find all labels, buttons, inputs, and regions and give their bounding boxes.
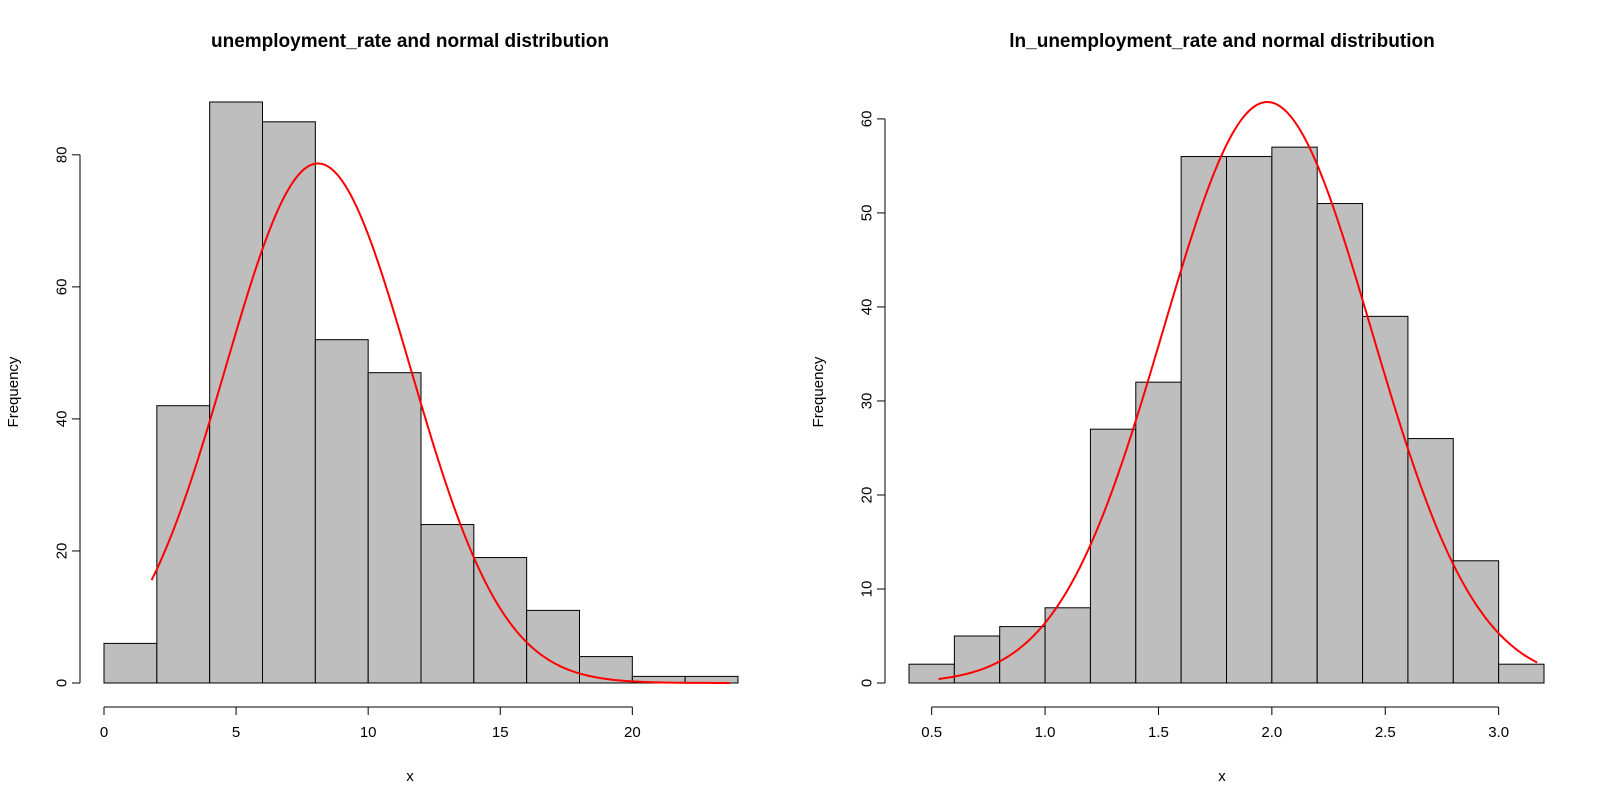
histogram-bar bbox=[314, 339, 369, 684]
x-tick-label: 20 bbox=[624, 724, 641, 741]
x-tick-label: 15 bbox=[492, 724, 509, 741]
y-tick-label: 60 bbox=[54, 279, 71, 296]
x-tick-label: 3.0 bbox=[1488, 724, 1509, 741]
panel-ln-unemployment-rate: ln_unemployment_rate and normal distribu… bbox=[810, 31, 1545, 785]
histogram-bar bbox=[367, 372, 422, 684]
histogram-bar bbox=[1089, 428, 1137, 684]
y-tick-label: 10 bbox=[859, 581, 876, 598]
y-axis: 0 20 40 60 80 bbox=[54, 146, 81, 687]
histogram-bar bbox=[1180, 156, 1227, 684]
y-axis: 0 10 20 30 40 50 60 bbox=[859, 111, 886, 687]
y-axis-label: Frequency bbox=[810, 356, 827, 427]
histogram-bar bbox=[1407, 438, 1454, 684]
normal-curve bbox=[938, 101, 1538, 680]
y-tick-label: 0 bbox=[54, 679, 71, 687]
histogram-bar bbox=[1271, 146, 1318, 684]
normal-curve bbox=[150, 162, 731, 684]
histogram-bar bbox=[420, 524, 475, 684]
histogram-bar bbox=[999, 626, 1046, 684]
chart-title: unemployment_rate and normal distributio… bbox=[211, 31, 609, 52]
histogram-bar bbox=[1044, 607, 1091, 684]
y-tick-label: 0 bbox=[859, 679, 876, 687]
x-tick-label: 0 bbox=[100, 724, 108, 741]
histogram-bar bbox=[1498, 663, 1545, 684]
x-tick-label: 1.5 bbox=[1148, 724, 1169, 741]
y-tick-label: 40 bbox=[54, 411, 71, 428]
chart-title: ln_unemployment_rate and normal distribu… bbox=[1009, 31, 1434, 52]
x-tick-label: 2.5 bbox=[1375, 724, 1396, 741]
x-axis-label: x bbox=[1218, 768, 1226, 785]
x-tick-label: 1.0 bbox=[1035, 724, 1056, 741]
bars bbox=[103, 101, 739, 684]
histogram-bar bbox=[526, 609, 581, 684]
x-tick-label: 10 bbox=[360, 724, 377, 741]
x-tick-label: 0.5 bbox=[921, 724, 942, 741]
y-tick-label: 50 bbox=[859, 205, 876, 222]
histogram-bar bbox=[1135, 381, 1182, 684]
y-tick-label: 20 bbox=[859, 487, 876, 504]
y-tick-label: 30 bbox=[859, 393, 876, 410]
histogram-bar bbox=[262, 121, 316, 684]
x-tick-label: 2.0 bbox=[1261, 724, 1282, 741]
bars bbox=[908, 146, 1545, 684]
histogram-bar bbox=[1226, 156, 1273, 684]
y-axis-label: Frequency bbox=[5, 356, 22, 427]
histogram-bar bbox=[1452, 560, 1500, 684]
x-tick-label: 5 bbox=[232, 724, 240, 741]
histogram-bar bbox=[1362, 315, 1409, 684]
y-tick-label: 40 bbox=[859, 299, 876, 316]
x-axis: 0.5 1.0 1.5 2.0 2.5 3.0 bbox=[921, 706, 1509, 741]
histogram-bar bbox=[908, 663, 955, 684]
panel-unemployment-rate: unemployment_rate and normal distributio… bbox=[5, 31, 739, 785]
x-axis: 0 5 10 15 20 bbox=[100, 706, 641, 741]
x-axis-label: x bbox=[406, 768, 414, 785]
y-tick-label: 60 bbox=[859, 111, 876, 128]
histogram-bar bbox=[103, 642, 158, 684]
histogram-bar bbox=[1316, 203, 1364, 684]
y-tick-label: 80 bbox=[54, 146, 71, 163]
y-tick-label: 20 bbox=[54, 543, 71, 560]
